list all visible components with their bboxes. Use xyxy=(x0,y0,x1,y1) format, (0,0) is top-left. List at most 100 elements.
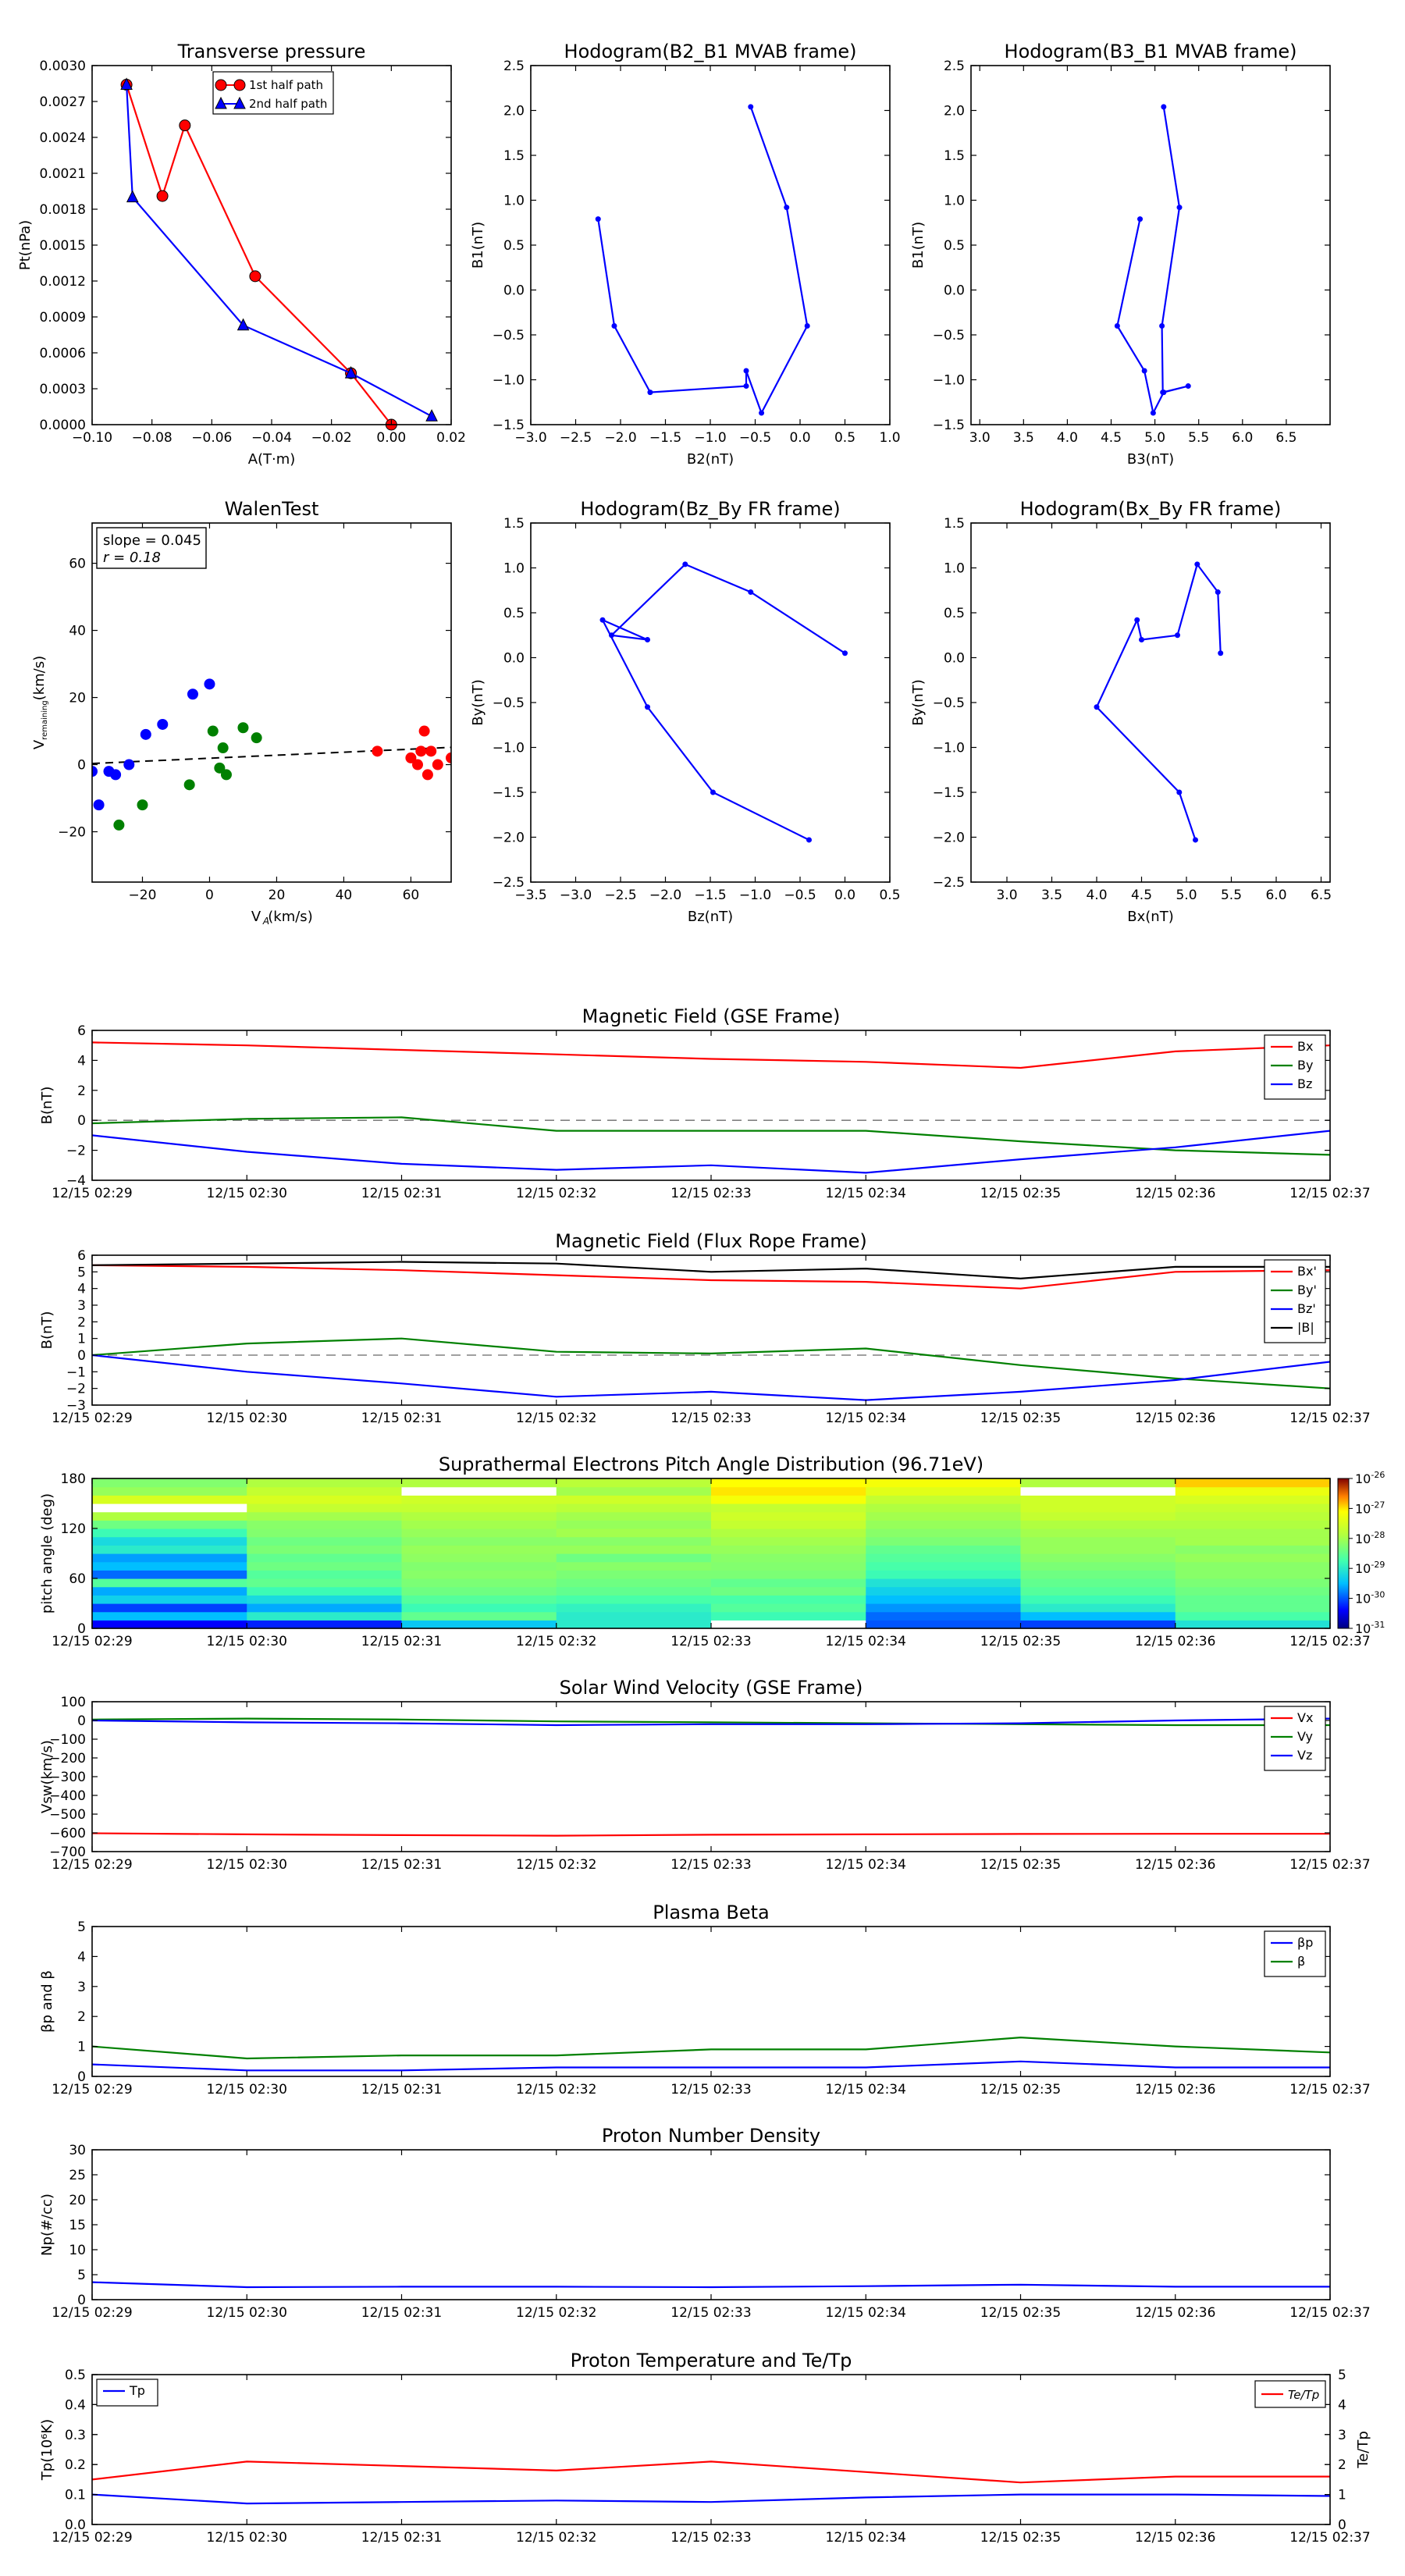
tp-xtick-label: 12/15 02:37 xyxy=(1289,2530,1370,2546)
pad-cell xyxy=(866,1611,1022,1621)
pad-cell xyxy=(92,1586,247,1596)
chart-hodo3: −2.5 −2.0 −1.5 −1.0 −0.5 0.0 0.5 1.0 1.5 −3.5 −3.0… xyxy=(470,498,901,925)
pt-xtick-label: −0.06 xyxy=(191,430,232,446)
hodo2-xtick-label: 5.5 xyxy=(1188,430,1209,446)
vsw-series-line xyxy=(91,1832,1330,1837)
pad-cell xyxy=(1175,1528,1331,1538)
pad-cell xyxy=(711,1520,866,1529)
beta-ytick-label: 4 xyxy=(77,1949,86,1965)
pad-cell xyxy=(1175,1536,1331,1546)
pad-cell xyxy=(92,1553,247,1563)
pad-cell xyxy=(1020,1620,1176,1629)
hodo1-point xyxy=(595,216,601,222)
hodo1-ytick-label: 2.0 xyxy=(503,104,525,119)
np-ylabel: Np(#/cc) xyxy=(39,2194,55,2256)
bgse-xtick-label: 12/15 02:30 xyxy=(207,1186,287,1201)
pad-cell xyxy=(866,1495,1022,1504)
walen-xtick-label: 40 xyxy=(336,888,353,903)
vsw-ytick-label: 0 xyxy=(77,1713,86,1729)
pt-xtick-label: 0.00 xyxy=(376,430,406,446)
pt-legend-label: 1st half path xyxy=(249,78,323,92)
walen-point xyxy=(446,752,451,763)
np-xtick-label: 12/15 02:32 xyxy=(516,2305,596,2321)
hodo1-title: Hodogram(B2_B1 MVAB frame) xyxy=(564,41,857,62)
pad-cell xyxy=(1175,1478,1331,1488)
pad-cell xyxy=(556,1511,712,1521)
bgse-xtick-label: 12/15 02:37 xyxy=(1289,1186,1370,1201)
hodo4-ytick-label: −2.5 xyxy=(933,875,965,891)
walen-point xyxy=(432,759,443,770)
bfr-legend-box xyxy=(1264,1259,1326,1343)
pad-cell xyxy=(401,1570,557,1579)
bfr-series-line xyxy=(91,1264,1331,1290)
tp-ytick-label: 1 xyxy=(1338,2488,1346,2503)
hodo2-point xyxy=(1137,216,1144,222)
bgse-legend-box xyxy=(1264,1034,1326,1100)
pt-xtick-label: −0.04 xyxy=(251,430,292,446)
pad-cell xyxy=(1175,1603,1331,1613)
beta-ylabel: βp and β xyxy=(39,1970,55,2033)
pad-colorbar-base: 10 xyxy=(1355,1592,1371,1606)
pt-point xyxy=(344,365,357,379)
pad-xtick-label: 12/15 02:36 xyxy=(1135,1634,1215,1649)
bgse-legend-label: By xyxy=(1297,1058,1313,1073)
pt-point xyxy=(126,190,139,203)
hodo4-xtick-label: 6.0 xyxy=(1265,888,1286,903)
vsw-series-line xyxy=(91,1717,1331,1727)
vsw-ytick-label: −100 xyxy=(49,1732,86,1748)
beta-xtick-label: 12/15 02:33 xyxy=(670,2082,751,2097)
hodo2-frame xyxy=(970,65,1331,425)
vsw-legend-label: Vz xyxy=(1297,1748,1312,1763)
hodo2-point xyxy=(1114,323,1120,329)
pad-colorbar-exp: -26 xyxy=(1371,1470,1385,1480)
bgse-title: Magnetic Field (GSE Frame) xyxy=(582,1005,841,1027)
hodo3-point xyxy=(842,650,848,656)
walen-point xyxy=(425,745,437,757)
pt-frame xyxy=(91,65,452,425)
hodo4-point xyxy=(1218,650,1224,656)
hodo4-point xyxy=(1094,704,1100,710)
pad-cell xyxy=(1175,1620,1331,1629)
walen-ytick-label: 60 xyxy=(69,557,86,572)
hodo1-point xyxy=(784,205,790,211)
vsw-title: Solar Wind Velocity (GSE Frame) xyxy=(560,1677,863,1699)
pad-xtick-label: 12/15 02:33 xyxy=(670,1634,751,1649)
pad-cell xyxy=(556,1536,712,1546)
np-ytick-label: 30 xyxy=(69,2143,86,2158)
pt-ytick-label: 0.0006 xyxy=(40,346,86,361)
walen-point xyxy=(405,752,417,763)
hodo3-xtick-label: −1.0 xyxy=(739,888,771,903)
hodo2-point xyxy=(1159,323,1165,329)
bfr-series-line xyxy=(91,1354,1331,1401)
hodo1-point xyxy=(611,323,617,329)
hodo3-ytick-label: −2.0 xyxy=(493,831,525,846)
hodo4-ylabel: By(nT) xyxy=(910,679,927,725)
hodo1-ytick-label: −0.5 xyxy=(493,328,525,343)
walen-ytick-label: 20 xyxy=(69,691,86,706)
tp-ytick-label: 0.2 xyxy=(65,2457,86,2473)
hodo3-point xyxy=(748,589,754,596)
vsw-xtick-label: 12/15 02:35 xyxy=(980,1857,1061,1873)
bfr-legend-label: By' xyxy=(1297,1283,1317,1297)
bfr-xtick-label: 12/15 02:32 xyxy=(516,1411,596,1426)
chart-tp: 0.0 0.1 0.2 0.3 0.4 0.5 0 1 2 3 4 5 12/15 02:29 12/15… xyxy=(39,2350,1371,2546)
hodo1-point xyxy=(748,104,754,110)
hodo4-point xyxy=(1139,637,1144,642)
pad-cell xyxy=(1020,1545,1176,1554)
pad-cell xyxy=(556,1611,712,1621)
pad-cell xyxy=(92,1478,247,1488)
pad-cell xyxy=(556,1528,712,1538)
hodo1-point xyxy=(759,410,765,416)
np-ytick-label: 15 xyxy=(69,2218,86,2233)
hodo2-point xyxy=(1161,390,1167,396)
hodo4-xtick-label: 3.5 xyxy=(1041,888,1062,903)
beta-frame xyxy=(91,1926,1331,2077)
walen-point xyxy=(412,759,424,770)
pad-cell xyxy=(401,1495,557,1504)
hodo1-ytick-label: 0.0 xyxy=(503,283,525,299)
bfr-ytick-label: −3 xyxy=(66,1398,86,1414)
np-ytick-label: 20 xyxy=(69,2193,86,2208)
pt-ytick-label: 0.0024 xyxy=(40,130,86,146)
tp-xtick-label: 12/15 02:29 xyxy=(52,2530,132,2546)
beta-legend-box xyxy=(1264,1930,1326,1977)
